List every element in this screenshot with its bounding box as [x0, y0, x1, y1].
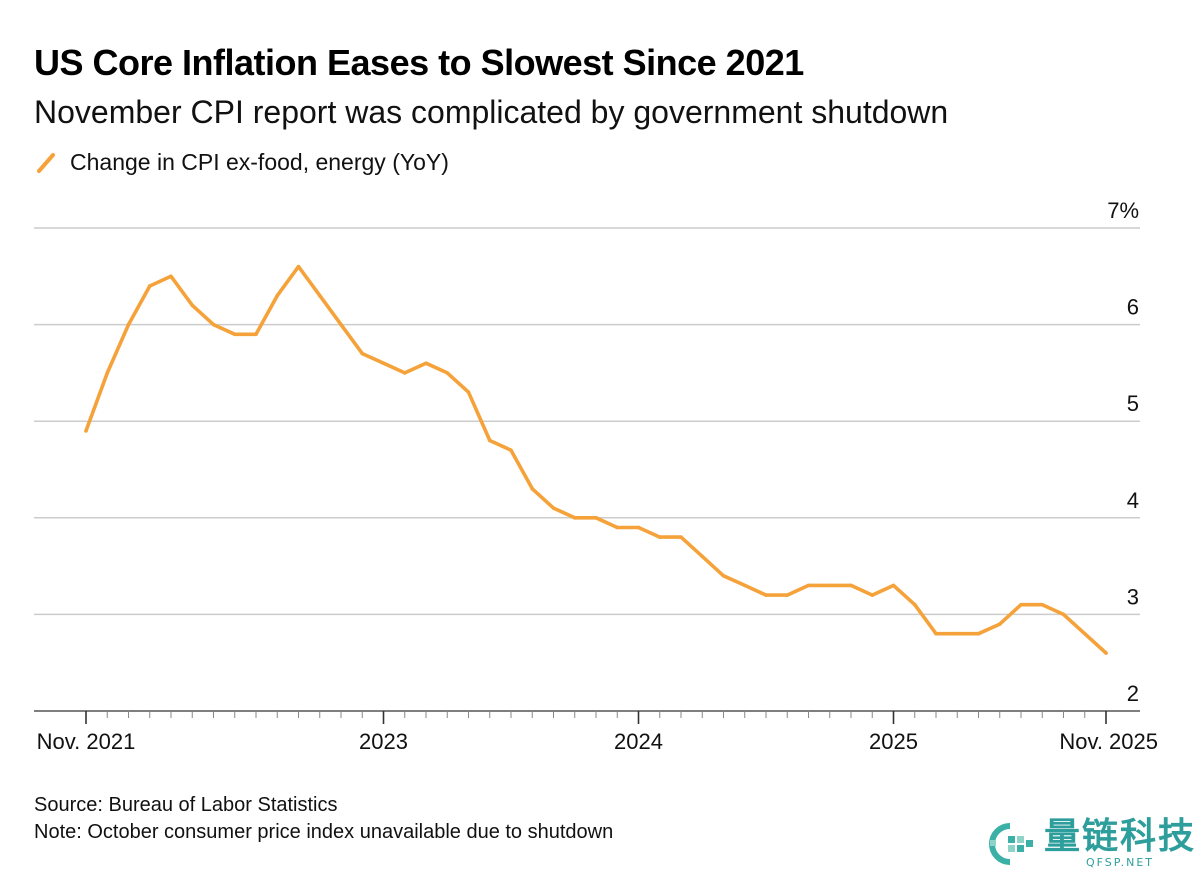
watermark-subtext: QFSP.NET — [1085, 856, 1155, 869]
chart-subtitle: November CPI report was complicated by g… — [34, 94, 949, 130]
data-point — [891, 583, 896, 588]
data-point — [296, 264, 301, 269]
watermark-icon — [988, 822, 1033, 865]
data-point — [827, 583, 832, 588]
source-note: Source: Bureau of Labor Statistics — [34, 794, 338, 816]
data-point — [997, 622, 1002, 626]
data-point — [487, 438, 492, 443]
data-point — [466, 390, 471, 395]
data-point — [955, 631, 960, 636]
gridlines — [34, 227, 1140, 616]
x-tick-label: 2025 — [869, 729, 918, 754]
data-point — [1061, 612, 1066, 617]
data-point — [849, 583, 853, 588]
x-axis — [34, 710, 1140, 724]
data-point — [339, 322, 343, 327]
data-point — [402, 371, 407, 375]
data-point — [381, 361, 386, 366]
y-tick-label: 4 — [1127, 488, 1139, 513]
data-point — [232, 332, 237, 337]
y-tick-label: 5 — [1127, 391, 1139, 416]
data-point — [742, 583, 747, 588]
data-point — [126, 322, 131, 327]
series-layer — [84, 264, 1108, 655]
data-point — [1104, 651, 1108, 655]
data-point — [105, 371, 110, 375]
data-point — [976, 631, 981, 636]
data-point — [190, 303, 195, 308]
data-point — [912, 602, 917, 607]
data-point — [169, 274, 173, 279]
x-tick-label: 2024 — [614, 729, 663, 754]
data-point — [360, 351, 365, 356]
data-point — [530, 487, 535, 491]
data-point — [657, 535, 662, 539]
legend: Change in CPI ex-food, energy (YoY) — [34, 148, 449, 176]
x-tick-label: Nov. 2025 — [1059, 729, 1158, 754]
data-point — [1040, 602, 1045, 607]
data-point — [615, 525, 620, 530]
data-point — [424, 361, 428, 366]
data-point — [275, 293, 280, 298]
data-point — [764, 593, 768, 597]
y-tick-label: 3 — [1127, 584, 1139, 609]
data-point — [721, 573, 726, 578]
data-point — [1019, 602, 1023, 607]
data-point — [785, 593, 790, 597]
data-point — [700, 554, 705, 559]
data-point — [254, 332, 258, 337]
data-point — [147, 284, 152, 288]
data-point — [211, 322, 216, 327]
data-point — [870, 593, 875, 597]
footnote: Note: October consumer price index unava… — [34, 821, 614, 843]
watermark-logo: 量链科技 QFSP.NET — [988, 818, 1196, 869]
axis-labels: 7% 6 5 4 3 2 Nov. 2021 2023 2024 2025 Nov. 2025 — [37, 198, 1158, 754]
data-point — [594, 516, 598, 520]
legend-swatch-icon — [37, 153, 55, 173]
series-line — [84, 264, 1108, 655]
data-point — [509, 448, 513, 452]
data-point — [572, 516, 577, 520]
data-point — [636, 525, 641, 530]
legend-label: Change in CPI ex-food, energy (YoY) — [70, 148, 449, 175]
data-point — [84, 429, 88, 433]
data-point — [317, 293, 322, 298]
data-point — [806, 583, 811, 588]
data-point — [551, 506, 556, 510]
data-point — [934, 631, 938, 636]
data-point — [679, 535, 683, 539]
watermark-text: 量链科技 — [1043, 816, 1196, 857]
y-tick-label: 6 — [1127, 295, 1139, 320]
chart-title: US Core Inflation Eases to Slowest Since… — [34, 42, 804, 83]
y-tick-label: 2 — [1127, 681, 1139, 706]
x-tick-label: Nov. 2021 — [37, 729, 136, 754]
x-tick-label: 2023 — [359, 729, 408, 754]
data-point — [445, 371, 450, 375]
y-tick-label: 7% — [1107, 198, 1139, 223]
